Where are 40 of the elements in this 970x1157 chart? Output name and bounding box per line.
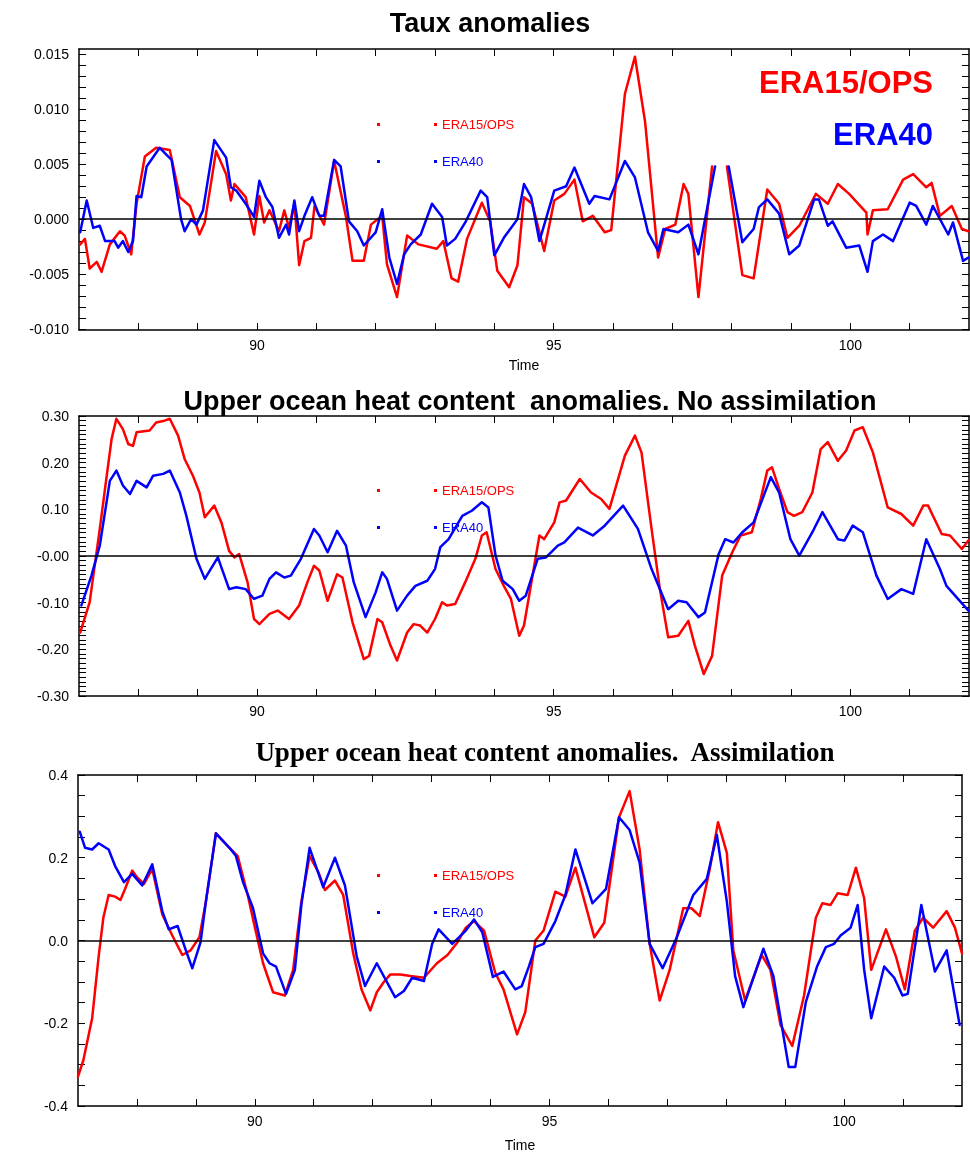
y-tick-label: 0.0 (48, 932, 69, 949)
y-tick-label: 0.015 (33, 46, 70, 63)
x-tick-label: 100 (838, 337, 863, 353)
y-tick-label: -0.10 (37, 594, 70, 611)
x-axis-title: Time (504, 1137, 536, 1153)
x-tick-label: 100 (838, 703, 863, 719)
x-tick-label: 90 (249, 337, 265, 353)
x-tick-label: 95 (545, 703, 562, 719)
line-series (80, 469, 970, 619)
y-tick-label: -0.20 (37, 641, 70, 658)
legend-label: ERA40 (442, 154, 484, 169)
legend-label: ERA15/OPS (442, 117, 515, 132)
y-tick-label: 0.30 (41, 408, 70, 424)
chart-title: Taux anomalies (389, 7, 591, 38)
y-tick-label: 0.20 (41, 454, 70, 471)
y-tick-label: 0.10 (41, 501, 70, 518)
legend-label: ERA15/OPS (442, 868, 515, 883)
y-tick-label: -0.010 (29, 320, 70, 337)
y-tick-label: 0.4 (48, 767, 69, 783)
chart-title: Upper ocean heat content anomalies. No assimilation (183, 385, 877, 416)
chart-title: Upper ocean heat content anomalies. Assimilation (255, 736, 835, 767)
x-axis-title: Time (508, 357, 540, 373)
y-tick-label: -0.005 (29, 266, 70, 283)
y-tick-label: -0.4 (43, 1098, 69, 1114)
y-tick-label: -0.00 (37, 548, 70, 564)
annotation: ERA40 (833, 117, 933, 152)
x-tick-label: 100 (832, 1113, 857, 1129)
y-tick-label: 0.010 (33, 101, 70, 118)
y-tick-label: -0.30 (37, 688, 70, 704)
legend-label: ERA40 (442, 905, 484, 920)
x-tick-label: 95 (541, 1113, 558, 1129)
y-tick-label: 0.2 (48, 849, 69, 866)
annotation: ERA15/OPS (758, 65, 933, 100)
x-tick-label: 95 (545, 337, 562, 353)
y-tick-label: -0.2 (43, 1015, 69, 1032)
y-tick-label: 0.000 (33, 211, 70, 228)
x-tick-label: 90 (249, 703, 265, 719)
y-tick-label: 0.005 (33, 156, 70, 173)
legend-label: ERA15/OPS (442, 483, 515, 498)
x-tick-label: 90 (247, 1113, 263, 1129)
